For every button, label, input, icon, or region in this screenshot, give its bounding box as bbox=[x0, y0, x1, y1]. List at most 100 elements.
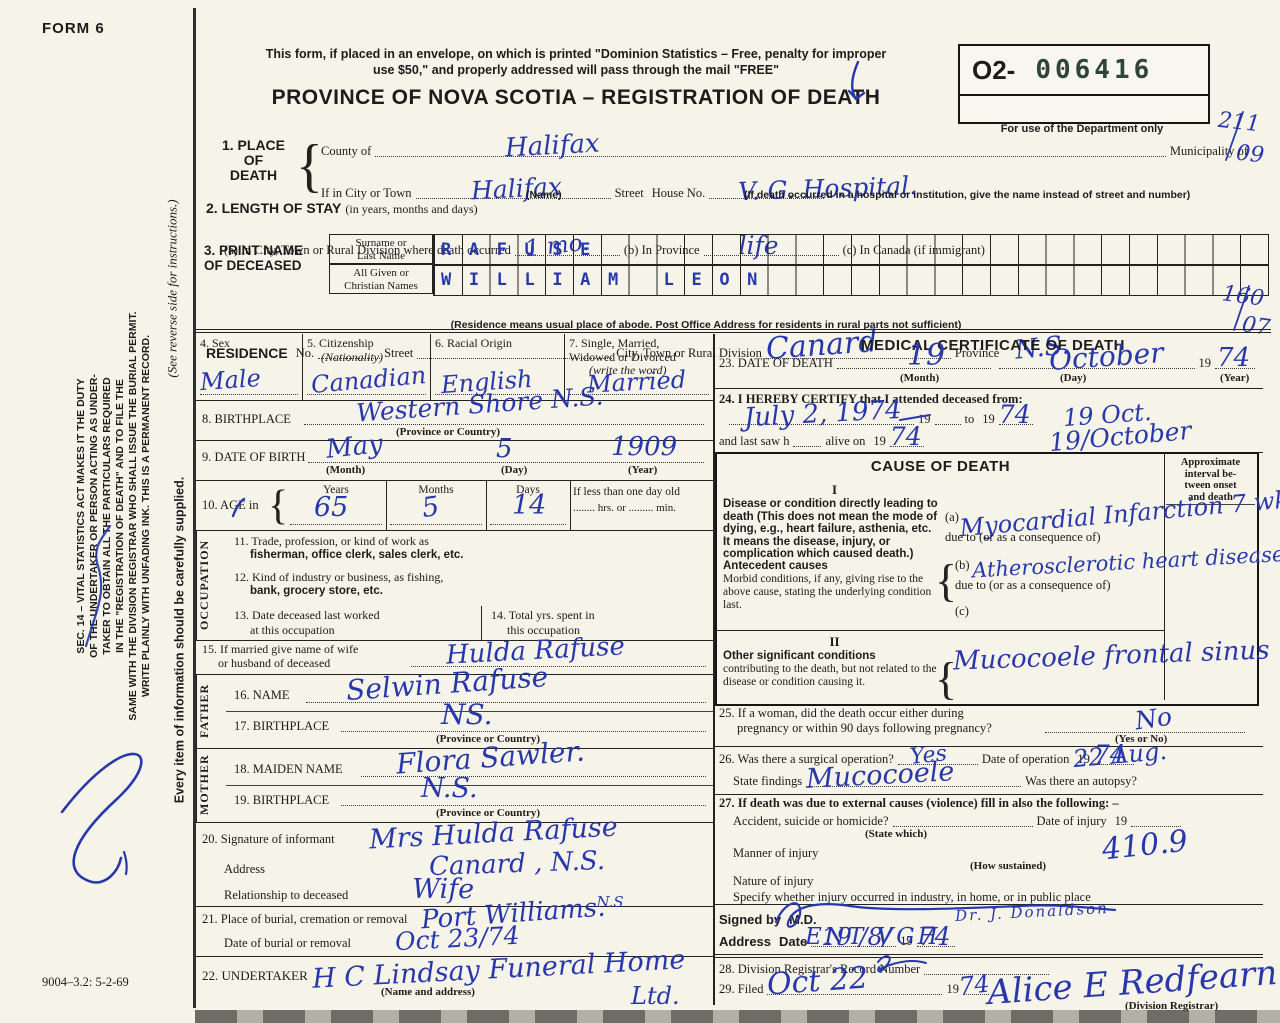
occupation-item-13: 13. Date deceased last worked at this oc… bbox=[234, 608, 474, 638]
dod-year-line: 74 bbox=[1215, 345, 1255, 371]
informant-row: 20. Signature of informant Mrs Hulda Raf… bbox=[196, 812, 713, 907]
cause-antecedent-title: Antecedent causes bbox=[723, 560, 828, 572]
item13-line2: at this occupation bbox=[250, 623, 335, 637]
residence-city-line: Canard bbox=[765, 324, 951, 367]
occupation-side-label: OCCUPATION bbox=[196, 530, 227, 640]
filed-row: 29. Filed Oct 22 19 74 Alice E Redfearn bbox=[719, 953, 1279, 1013]
burial-date-label: Date of burial or removal bbox=[224, 936, 352, 950]
surname-box-label: Surname or Last Name bbox=[329, 234, 433, 264]
surname-letter-boxes: RAFUSE bbox=[433, 234, 1269, 266]
dob-month-value: May bbox=[324, 429, 385, 465]
dod-month-value: 19 bbox=[906, 338, 946, 373]
injury-year: 19 bbox=[1114, 814, 1128, 828]
pregnancy-caption: (Yes or No) bbox=[1115, 733, 1168, 745]
burial-place-label: 21. Place of burial, cremation or remova… bbox=[202, 912, 408, 926]
section2-title-row: 2. LENGTH OF STAY (in years, months and … bbox=[206, 200, 478, 218]
citizenship-label: 5. Citizenship bbox=[307, 336, 374, 350]
how-sustained-caption: (How sustained) bbox=[970, 860, 1047, 872]
certify-from-year-line bbox=[934, 420, 961, 425]
section1-title: 1. PLACE OF DEATH bbox=[221, 137, 285, 183]
county-line: Halifax bbox=[375, 129, 1166, 163]
operation-date-label: Date of operation bbox=[981, 752, 1070, 766]
dod-year-value: 74 bbox=[1217, 343, 1251, 373]
birthplace-row: 8. BIRTHPLACE Western Shore N.S. (Provin… bbox=[196, 381, 713, 441]
external-intro: 27. If death was due to external causes … bbox=[719, 796, 1119, 810]
section2-title-suffix: (in years, months and days) bbox=[345, 202, 478, 216]
mother-birthplace-value: N.S. bbox=[421, 773, 478, 804]
hospital-caption: (If death occurred in a hospital or inst… bbox=[744, 189, 1191, 201]
certify-row: 24. I HEREBY CERTIFY that I attended dec… bbox=[715, 388, 1263, 457]
occupation-block: OCCUPATION 11. Trade, profession, or kin… bbox=[196, 530, 713, 641]
operation-year-prefix: 19 bbox=[1077, 752, 1090, 766]
age-less-label: If less than one day old bbox=[573, 486, 680, 498]
racial-origin-label: 6. Racial Origin bbox=[435, 336, 512, 350]
write-line bbox=[435, 394, 560, 395]
cause-bc-brace: { bbox=[935, 555, 958, 606]
occupation-item-14: 14. Total yrs. spent in this occupation bbox=[491, 608, 706, 638]
citizenship-cell: 5. Citizenship (Nationality) Canadian bbox=[303, 334, 431, 400]
mailing-notice: This form, if placed in an envelope, on … bbox=[226, 46, 926, 78]
birthplace-label: 8. BIRTHPLACE bbox=[202, 412, 291, 426]
signed-year-value: 74 bbox=[918, 922, 951, 951]
residence-code-160: 160 bbox=[1220, 281, 1266, 312]
age-less-cell: If less than one day old ........ hrs. o… bbox=[570, 480, 713, 530]
citizenship-value: Canadian bbox=[309, 361, 428, 399]
spouse-label-line1: 15. If married give name of wife bbox=[202, 642, 359, 656]
dod-day-line: October bbox=[998, 336, 1195, 377]
write-line bbox=[200, 394, 298, 395]
scan-edge-strip bbox=[195, 1010, 1280, 1023]
father-side-label: FATHER bbox=[196, 674, 227, 748]
mailing-notice-line1: This form, if placed in an envelope, on … bbox=[265, 47, 887, 61]
filed-year-line: 74 bbox=[958, 969, 991, 1000]
racial-origin-cell: 6. Racial Origin English bbox=[431, 334, 565, 400]
marital-status-cell: 7. Single, Married, Widowed or Divorced … bbox=[565, 334, 713, 400]
age-months-cell: Months 5 bbox=[386, 480, 487, 530]
father-name-row: 16. NAME Selwin Rafuse bbox=[226, 660, 713, 712]
dob-line bbox=[308, 462, 704, 463]
age-years-label: Years bbox=[323, 484, 349, 496]
certify-to-year-line: 74 bbox=[998, 402, 1033, 427]
record-number-row: 28. Division Registrar's Record Number bbox=[719, 962, 1149, 977]
findings-value: Mucocoele bbox=[805, 756, 956, 795]
interval-header: Approximate interval be- tween onset and… bbox=[1180, 457, 1241, 503]
mother-side-label: MOTHER bbox=[196, 748, 227, 822]
signed-year-line: 74 bbox=[916, 924, 955, 949]
dod-day-value: October bbox=[1047, 336, 1165, 377]
age-years-value: 65 bbox=[314, 492, 349, 523]
record-number-line bbox=[924, 970, 1050, 975]
injury-date-label: Date of injury bbox=[1036, 814, 1107, 828]
city-label: If in City or Town bbox=[321, 186, 412, 200]
left-flourish-tail bbox=[122, 850, 128, 876]
informant-label: 20. Signature of informant bbox=[202, 832, 335, 846]
cause-part1: I bbox=[831, 482, 838, 497]
undertaker-label: 22. UNDERTAKER bbox=[202, 968, 308, 983]
write-line bbox=[490, 524, 566, 525]
signed-row: Signed by Dr. J. Donaldson M.D. Address … bbox=[715, 899, 1263, 958]
dept-stamped-number: 006416 bbox=[1035, 55, 1154, 85]
cause-due-to2: due to (or as a consequence of) bbox=[955, 578, 1111, 592]
divider bbox=[481, 606, 482, 640]
mother-birthplace-line bbox=[341, 805, 706, 806]
mother-maiden-line bbox=[361, 776, 706, 777]
pregnancy-line1: 25. If a woman, did the death occur eith… bbox=[719, 706, 964, 720]
item12-line1: 12. Kind of industry or business, as fis… bbox=[234, 570, 444, 584]
dept-box-caption: For use of the Department only bbox=[1000, 123, 1164, 135]
date-of-death-row: 23. DATE OF DEATH 19 October 19 74 (Mont… bbox=[715, 336, 1263, 389]
signed-year-prefix: 19 bbox=[900, 934, 913, 948]
item13-line1: 13. Date deceased last worked bbox=[234, 608, 380, 622]
sex-label: 4. Sex bbox=[200, 336, 230, 350]
pregnancy-value: No bbox=[1133, 701, 1174, 736]
residence-province-label: Province bbox=[954, 346, 1000, 360]
given-names-letter-boxes: WILLIAM LEON bbox=[433, 264, 1269, 296]
father-birthplace-value: NS. bbox=[441, 698, 493, 731]
age-years-cell: Years 65 bbox=[286, 480, 387, 530]
county-value: Halifax bbox=[504, 128, 601, 164]
findings-label: State findings bbox=[733, 774, 803, 788]
signed-address-label: Address bbox=[719, 934, 772, 949]
informant-address-label: Address bbox=[224, 862, 265, 876]
cause-of-death-box: Approximate interval be- tween onset and… bbox=[715, 452, 1280, 706]
mother-birthplace-label: 19. BIRTHPLACE bbox=[234, 793, 330, 807]
accident-line bbox=[892, 822, 1033, 827]
citizenship-sub: (Nationality) bbox=[321, 349, 383, 364]
specify-label: Specify whether injury occurred in indus… bbox=[733, 890, 1091, 904]
